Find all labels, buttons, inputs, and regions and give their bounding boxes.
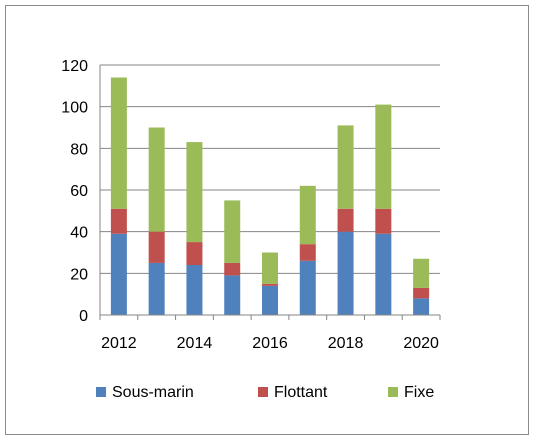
legend-label: Sous-marin (112, 384, 194, 401)
bar-segment-fixe-2015 (224, 200, 241, 263)
bar-segment-flottant-2012 (110, 208, 127, 234)
bar-segment-flottant-2018 (337, 208, 354, 232)
bar-segment-flottant-2020 (413, 287, 430, 299)
x-tick-label: 2014 (177, 335, 213, 352)
y-tick-label: 20 (70, 266, 88, 283)
y-tick-label: 80 (70, 141, 88, 158)
x-tick-label: 2012 (101, 335, 137, 352)
x-tick-labels: 2012 2014 2016 2018 2020 (101, 335, 439, 352)
bars (110, 77, 430, 315)
y-tick-labels: 0 20 40 60 80 100 120 (61, 58, 88, 325)
x-tick-label: 2018 (328, 335, 364, 352)
bar-segment-sous-marin-2013 (148, 262, 165, 315)
bar-segment-fixe-2020 (413, 258, 430, 288)
bar-segment-fixe-2018 (337, 125, 354, 209)
bar-segment-fixe-2017 (299, 185, 316, 245)
bar-segment-sous-marin-2015 (224, 275, 241, 315)
bar-segment-sous-marin-2018 (337, 231, 354, 315)
legend-label: Fixe (404, 384, 434, 401)
bar-segment-sous-marin-2019 (375, 233, 392, 315)
bar-segment-flottant-2016 (262, 283, 278, 286)
bar-segment-flottant-2013 (148, 231, 165, 263)
y-tick-label: 60 (70, 183, 88, 200)
y-tick-label: 40 (70, 225, 88, 242)
bar-segment-fixe-2014 (186, 142, 203, 243)
bar-segment-sous-marin-2017 (299, 260, 316, 315)
chart-frame (5, 5, 529, 435)
x-tick-label: 2020 (403, 335, 439, 352)
legend-swatch (388, 387, 398, 397)
legend-label: Flottant (274, 384, 328, 401)
bar-segment-flottant-2019 (375, 208, 392, 234)
legend-swatch (258, 387, 268, 397)
bar-segment-flottant-2014 (186, 242, 203, 265)
y-tick-label: 100 (61, 100, 88, 117)
bar-segment-sous-marin-2014 (186, 265, 203, 315)
bar-segment-sous-marin-2012 (110, 233, 127, 315)
legend: Sous-marin Flottant Fixe (96, 384, 434, 401)
axes (99, 65, 441, 320)
bar-segment-sous-marin-2020 (413, 298, 430, 315)
bar-segment-fixe-2019 (375, 104, 392, 209)
bar-segment-fixe-2013 (148, 127, 165, 232)
bar-segment-fixe-2016 (262, 252, 278, 284)
bar-segment-flottant-2017 (299, 244, 316, 261)
x-tick-label: 2016 (252, 335, 288, 352)
legend-swatch (96, 387, 106, 397)
bar-segment-sous-marin-2016 (262, 285, 278, 315)
bar-segment-fixe-2012 (110, 77, 127, 209)
bar-segment-flottant-2015 (224, 262, 241, 276)
y-tick-label: 120 (61, 58, 88, 75)
y-tick-label: 0 (79, 308, 88, 325)
